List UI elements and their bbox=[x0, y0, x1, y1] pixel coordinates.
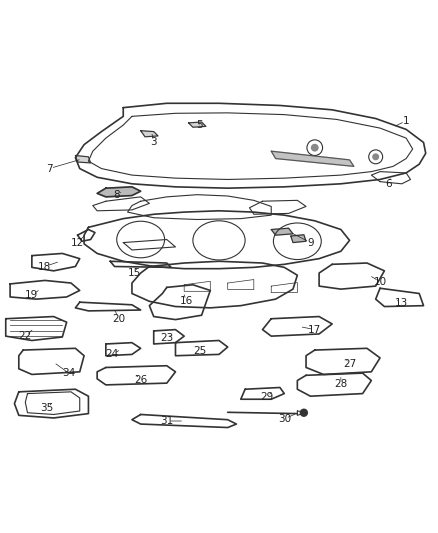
Text: 3: 3 bbox=[150, 138, 157, 148]
Text: 9: 9 bbox=[307, 238, 314, 247]
Polygon shape bbox=[271, 228, 293, 235]
Text: 30: 30 bbox=[278, 414, 291, 424]
Polygon shape bbox=[75, 156, 91, 163]
Text: 34: 34 bbox=[62, 368, 75, 378]
Text: 28: 28 bbox=[334, 379, 347, 389]
Text: 24: 24 bbox=[106, 350, 119, 359]
Text: 18: 18 bbox=[38, 262, 52, 271]
Polygon shape bbox=[188, 122, 206, 127]
Text: 25: 25 bbox=[193, 346, 206, 357]
Text: 23: 23 bbox=[160, 333, 173, 343]
Text: 10: 10 bbox=[374, 277, 387, 287]
Text: 8: 8 bbox=[113, 190, 120, 200]
Text: 16: 16 bbox=[180, 296, 193, 306]
Text: 1: 1 bbox=[403, 116, 410, 126]
Text: 31: 31 bbox=[160, 416, 173, 426]
Text: 27: 27 bbox=[343, 359, 356, 369]
Polygon shape bbox=[291, 235, 306, 243]
Polygon shape bbox=[141, 131, 158, 137]
Text: 26: 26 bbox=[134, 375, 147, 385]
Circle shape bbox=[311, 144, 319, 151]
Text: 7: 7 bbox=[46, 164, 53, 174]
Text: 20: 20 bbox=[112, 314, 125, 324]
Circle shape bbox=[372, 154, 379, 160]
Circle shape bbox=[300, 409, 307, 416]
Text: 12: 12 bbox=[71, 238, 84, 247]
Text: 15: 15 bbox=[127, 268, 141, 278]
Text: 29: 29 bbox=[260, 392, 273, 402]
Text: 22: 22 bbox=[19, 331, 32, 341]
Text: 17: 17 bbox=[308, 325, 321, 335]
Text: 6: 6 bbox=[385, 179, 392, 189]
Text: 35: 35 bbox=[40, 403, 54, 413]
Text: 5: 5 bbox=[196, 120, 203, 130]
Text: 13: 13 bbox=[395, 298, 408, 309]
Text: 19: 19 bbox=[25, 290, 39, 300]
Polygon shape bbox=[97, 187, 141, 197]
Polygon shape bbox=[271, 151, 354, 166]
